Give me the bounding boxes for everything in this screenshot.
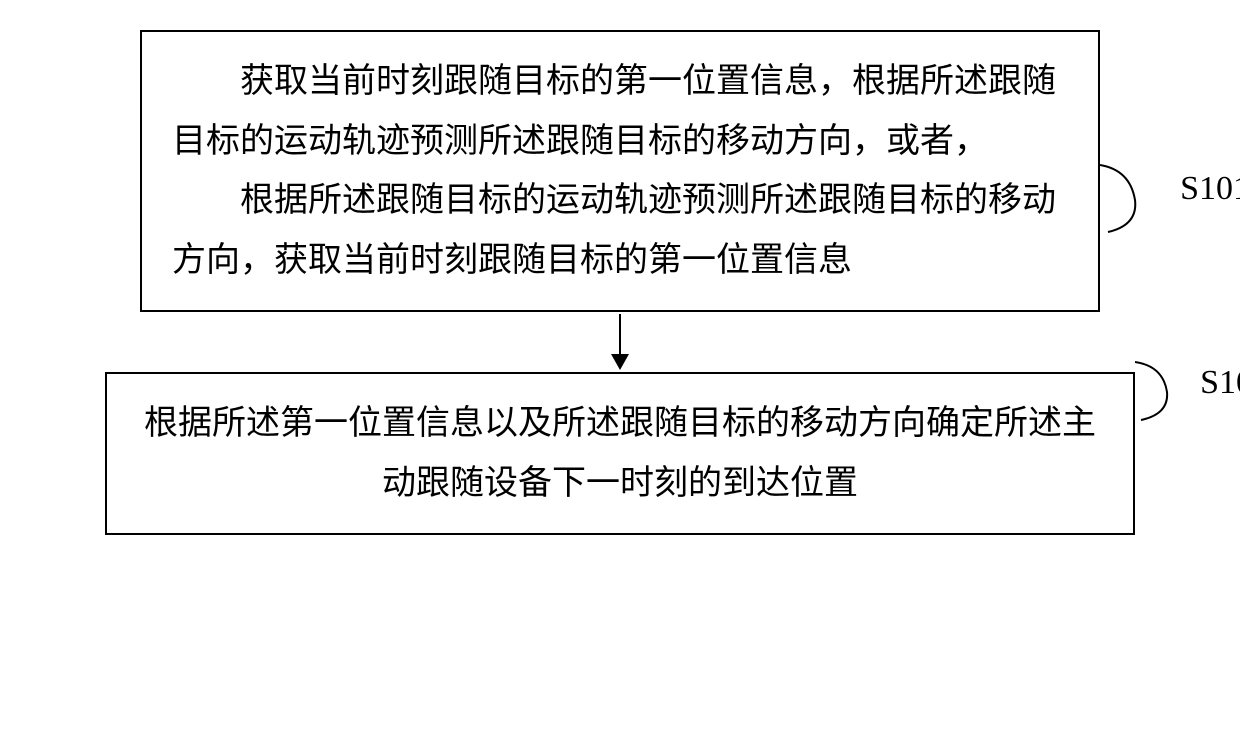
arrow-head-icon (611, 354, 629, 370)
node-s102: 根据所述第一位置信息以及所述跟随目标的移动方向确定所述主动跟随设备下一时刻的到达… (105, 372, 1135, 535)
curve-connector-s102 (1135, 354, 1175, 424)
label-s102: S102 (1200, 364, 1240, 402)
arrow-line (619, 314, 621, 354)
node-s101-para2: 根据所述跟随目标的运动轨迹预测所述跟随目标的移动方向，获取当前时刻跟随目标的第一… (172, 171, 1068, 290)
label-s101: S101 (1180, 170, 1240, 208)
curve-connector-s101 (1100, 160, 1145, 235)
node-s101: 获取当前时刻跟随目标的第一位置信息，根据所述跟随目标的运动轨迹预测所述跟随目标的… (140, 30, 1100, 312)
node-s101-para1: 获取当前时刻跟随目标的第一位置信息，根据所述跟随目标的运动轨迹预测所述跟随目标的… (172, 52, 1068, 171)
node-s102-wrapper: 根据所述第一位置信息以及所述跟随目标的移动方向确定所述主动跟随设备下一时刻的到达… (105, 372, 1135, 535)
flowchart-container: 获取当前时刻跟随目标的第一位置信息，根据所述跟随目标的运动轨迹预测所述跟随目标的… (50, 30, 1190, 535)
node-s102-text: 根据所述第一位置信息以及所述跟随目标的移动方向确定所述主动跟随设备下一时刻的到达… (144, 405, 1096, 502)
node-s101-wrapper: 获取当前时刻跟随目标的第一位置信息，根据所述跟随目标的运动轨迹预测所述跟随目标的… (140, 30, 1100, 312)
arrow-s101-to-s102 (611, 312, 629, 372)
